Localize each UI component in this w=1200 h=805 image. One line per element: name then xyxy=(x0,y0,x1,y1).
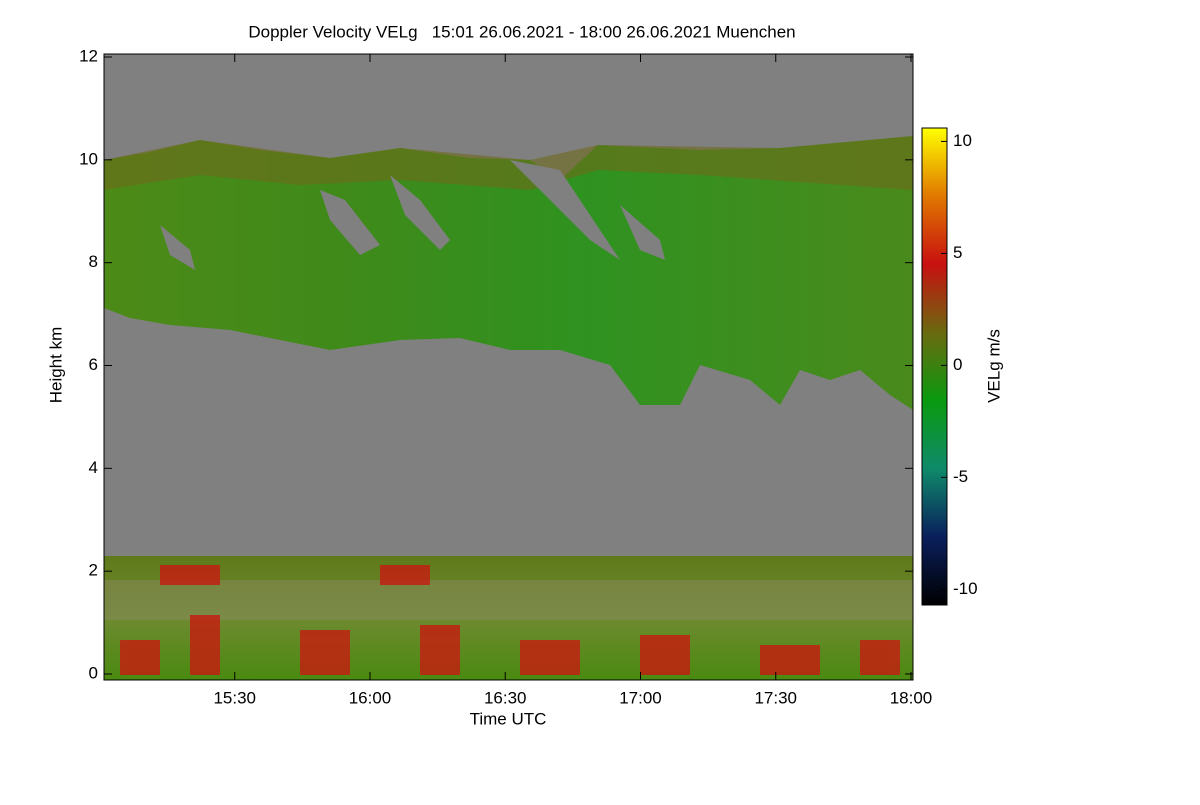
colorbar-tick-label: 5 xyxy=(953,243,962,262)
y-tick-label: 12 xyxy=(79,46,98,65)
clear-gap xyxy=(390,175,450,250)
y-axis-label: Height km xyxy=(46,327,65,404)
clear-gap xyxy=(160,225,195,270)
colorbar-tick-label: -5 xyxy=(953,467,968,486)
chart-title: Doppler Velocity VELg 15:01 26.06.2021 -… xyxy=(248,22,795,41)
x-axis-label: Time UTC xyxy=(470,709,547,728)
x-tick-label: 17:00 xyxy=(619,688,662,707)
x-tick-label: 16:30 xyxy=(484,688,527,707)
colorbar xyxy=(921,127,948,606)
streak xyxy=(640,635,690,675)
echo-layers xyxy=(104,136,913,680)
colorbar-label: VELg m/s xyxy=(984,329,1003,403)
clear-gap xyxy=(620,205,665,260)
streak xyxy=(520,640,580,675)
clear-gap xyxy=(320,190,380,255)
boundary-mix xyxy=(104,580,913,620)
colorbar-tick-label: -10 xyxy=(953,579,978,598)
colorbar-tick-label: 0 xyxy=(953,355,962,374)
x-tick-label: 15:30 xyxy=(213,688,256,707)
x-tick-label: 17:30 xyxy=(754,688,797,707)
streak xyxy=(420,625,460,675)
plot-frame xyxy=(103,53,914,681)
y-tick-label: 6 xyxy=(89,355,98,374)
streak xyxy=(760,645,820,675)
streak xyxy=(190,615,220,675)
y-tick-label: 8 xyxy=(89,252,98,271)
streak xyxy=(120,640,160,675)
colorbar-tick-label: 10 xyxy=(953,131,972,150)
streak xyxy=(860,640,900,675)
cloud-layer xyxy=(104,136,913,410)
x-tick-label: 16:00 xyxy=(349,688,392,707)
y-tick-label: 0 xyxy=(89,663,98,682)
streak xyxy=(380,565,430,585)
y-tick-label: 2 xyxy=(89,561,98,580)
cloud-top-brown xyxy=(104,136,913,190)
streak xyxy=(300,630,350,675)
y-tick-label: 10 xyxy=(79,149,98,168)
x-tick-label: 18:00 xyxy=(890,688,933,707)
streak xyxy=(160,565,220,585)
updraft-streaks xyxy=(120,565,900,675)
clear-gap xyxy=(510,160,620,260)
y-tick-label: 4 xyxy=(89,458,98,477)
